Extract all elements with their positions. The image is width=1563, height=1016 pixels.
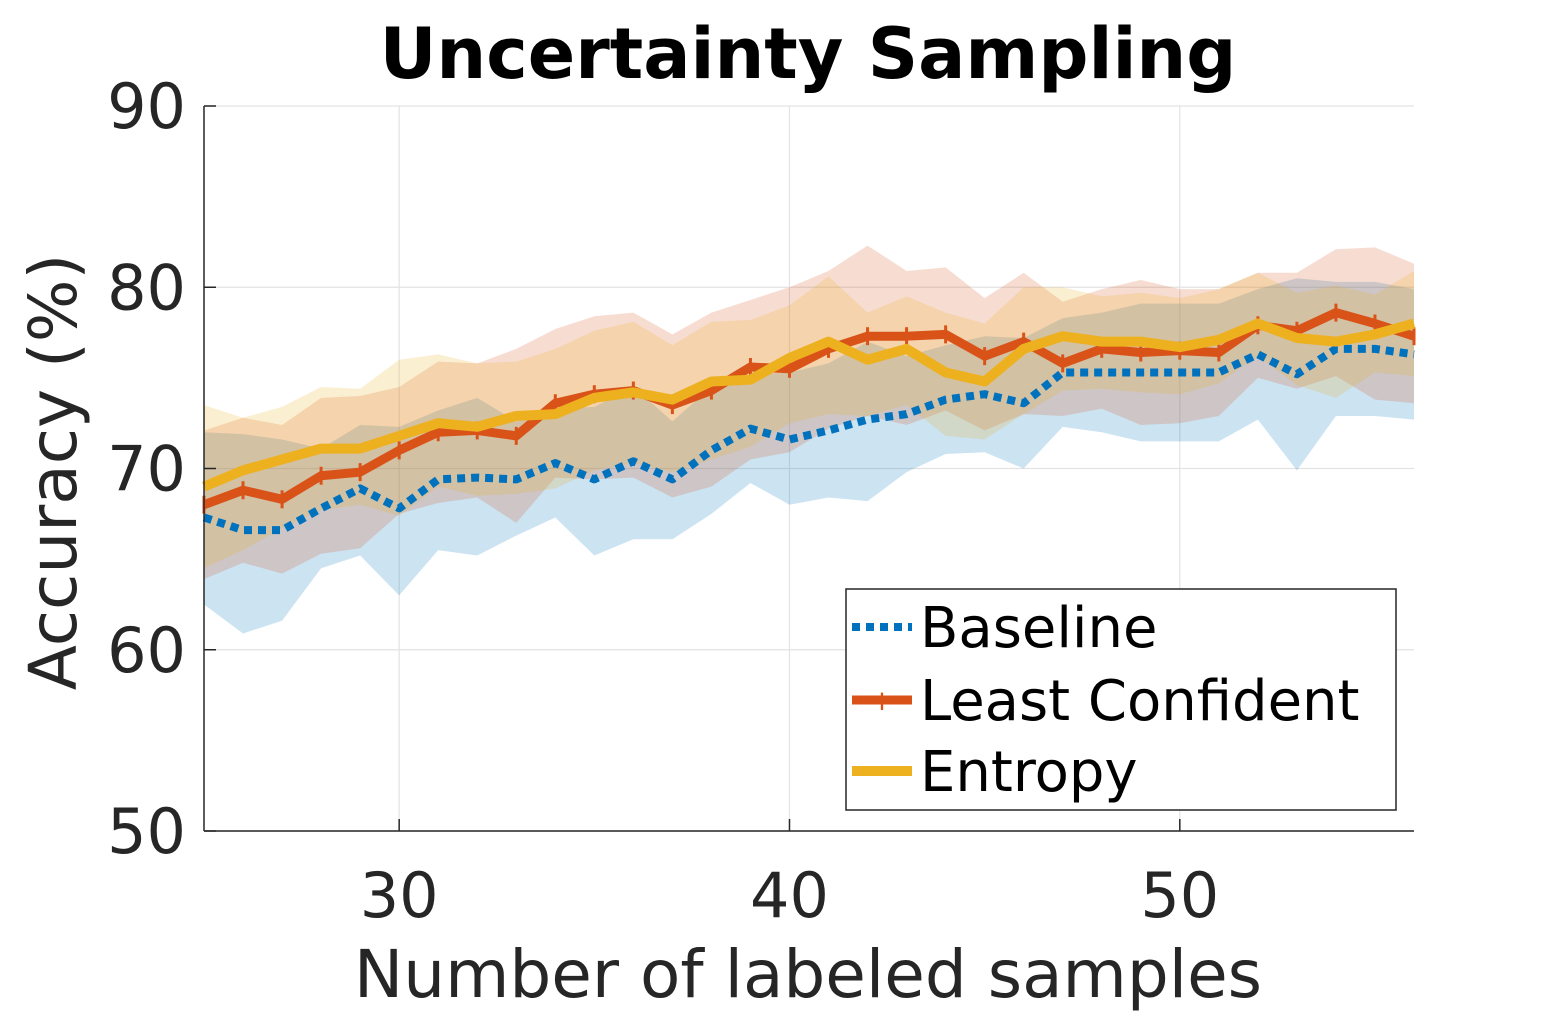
- grid: [204, 105, 1414, 832]
- x-tick-label: 50: [1140, 859, 1219, 932]
- y-axis-label: Accuracy (%): [15, 254, 92, 691]
- x-tick-label: 40: [750, 859, 829, 932]
- legend-label-baseline: Baseline: [920, 596, 1157, 661]
- legend-label-entropy: Entropy: [920, 740, 1138, 805]
- axes: [203, 105, 1414, 832]
- legend-marker-least-confident: +: [870, 684, 893, 717]
- line-baseline: [202, 344, 1415, 535]
- tick-labels: 50 60 70 80 90 30 40 50: [107, 70, 1219, 932]
- legend-item-least-confident: + Least Confident: [852, 669, 1360, 734]
- y-tick-label: 50: [107, 795, 186, 868]
- legend: Baseline + Least Confident Entropy: [845, 588, 1397, 811]
- x-tick-label: 30: [360, 859, 439, 932]
- band-baseline: [204, 278, 1414, 634]
- y-tick-label: 70: [107, 433, 186, 506]
- legend-item-baseline: Baseline: [852, 596, 1157, 661]
- y-tick-label: 60: [107, 614, 186, 687]
- line-entropy: [202, 318, 1416, 492]
- legend-label-least-confident: Least Confident: [920, 669, 1360, 734]
- chart-title: Uncertainty Sampling: [380, 13, 1237, 95]
- legend-item-entropy: Entropy: [852, 740, 1138, 805]
- band-least-confident: [204, 245, 1414, 580]
- x-axis-label: Number of labeled samples: [354, 936, 1262, 1013]
- line-least-confident: [202, 308, 1416, 509]
- y-tick-label: 90: [107, 70, 186, 143]
- y-tick-label: 80: [107, 251, 186, 324]
- legend-box: [845, 588, 1397, 811]
